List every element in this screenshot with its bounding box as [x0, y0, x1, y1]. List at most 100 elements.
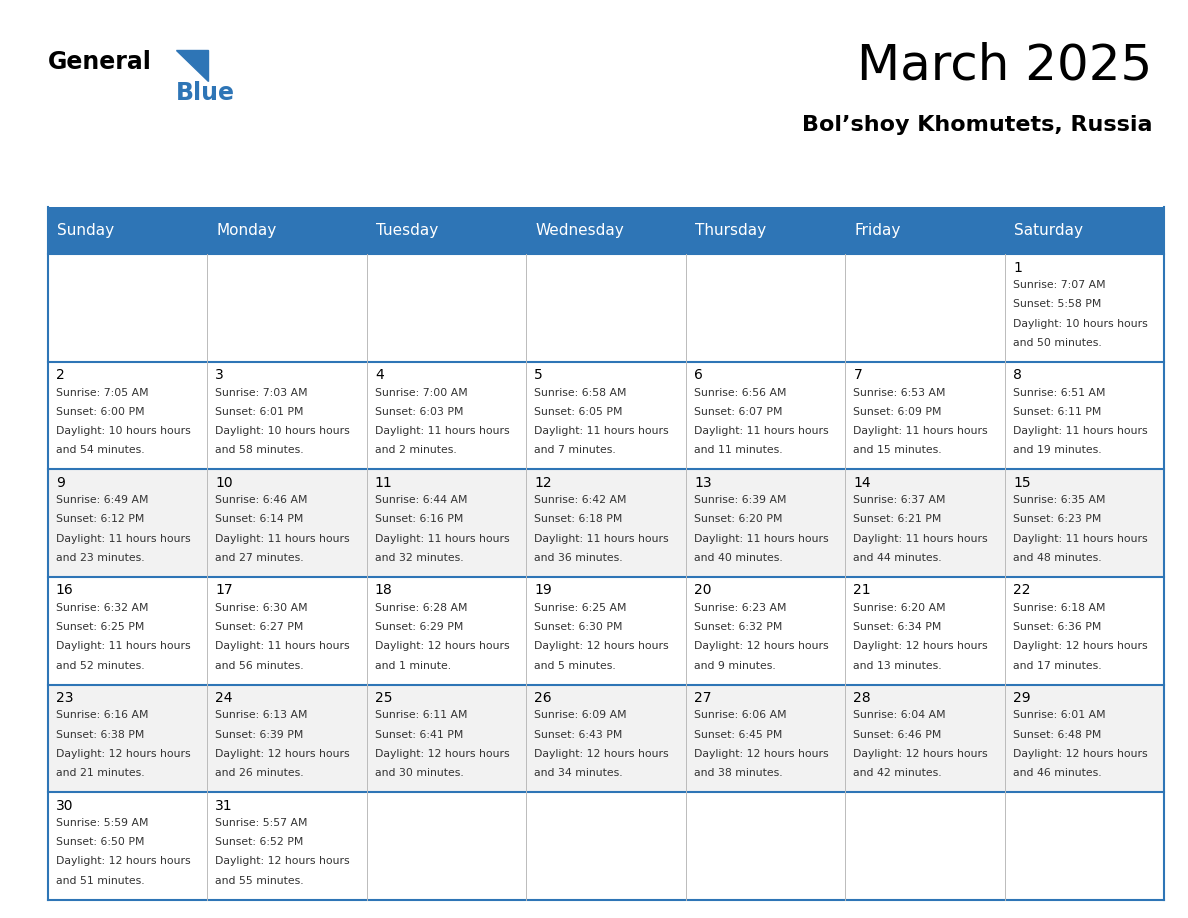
Text: and 2 minutes.: and 2 minutes.: [375, 445, 456, 455]
Text: Sunrise: 6:25 AM: Sunrise: 6:25 AM: [535, 602, 627, 612]
Text: Sunrise: 6:23 AM: Sunrise: 6:23 AM: [694, 602, 786, 612]
Text: 12: 12: [535, 476, 552, 490]
Text: Sunset: 6:43 PM: Sunset: 6:43 PM: [535, 730, 623, 740]
Text: and 9 minutes.: and 9 minutes.: [694, 661, 776, 670]
Text: and 34 minutes.: and 34 minutes.: [535, 768, 623, 778]
Text: Daylight: 11 hours hours: Daylight: 11 hours hours: [215, 641, 350, 651]
Text: 17: 17: [215, 584, 233, 598]
Text: Daylight: 12 hours hours: Daylight: 12 hours hours: [56, 856, 190, 867]
Text: Sunrise: 7:07 AM: Sunrise: 7:07 AM: [1013, 280, 1106, 290]
Text: and 56 minutes.: and 56 minutes.: [215, 661, 304, 670]
Text: Sunrise: 6:49 AM: Sunrise: 6:49 AM: [56, 495, 148, 505]
Text: Daylight: 11 hours hours: Daylight: 11 hours hours: [853, 426, 988, 436]
Text: 8: 8: [1013, 368, 1022, 382]
Bar: [48, 469, 1164, 577]
Text: Sunset: 6:25 PM: Sunset: 6:25 PM: [56, 622, 144, 632]
Text: 22: 22: [1013, 584, 1030, 598]
Text: Daylight: 12 hours hours: Daylight: 12 hours hours: [853, 749, 988, 759]
Text: Sunset: 6:45 PM: Sunset: 6:45 PM: [694, 730, 783, 740]
Text: Sunset: 6:46 PM: Sunset: 6:46 PM: [853, 730, 942, 740]
Text: 5: 5: [535, 368, 543, 382]
Text: Daylight: 11 hours hours: Daylight: 11 hours hours: [694, 533, 828, 543]
Text: 28: 28: [853, 691, 871, 705]
Text: 29: 29: [1013, 691, 1031, 705]
Text: Daylight: 11 hours hours: Daylight: 11 hours hours: [375, 533, 510, 543]
Text: Sunrise: 6:20 AM: Sunrise: 6:20 AM: [853, 602, 946, 612]
Text: Daylight: 11 hours hours: Daylight: 11 hours hours: [1013, 533, 1148, 543]
Text: and 19 minutes.: and 19 minutes.: [1013, 445, 1101, 455]
Text: Sunset: 6:01 PM: Sunset: 6:01 PM: [215, 407, 304, 417]
Text: 7: 7: [853, 368, 862, 382]
Text: Sunset: 6:05 PM: Sunset: 6:05 PM: [535, 407, 623, 417]
Text: Sunset: 6:30 PM: Sunset: 6:30 PM: [535, 622, 623, 632]
Text: 23: 23: [56, 691, 74, 705]
Text: Daylight: 12 hours hours: Daylight: 12 hours hours: [535, 749, 669, 759]
Text: Sunrise: 6:37 AM: Sunrise: 6:37 AM: [853, 495, 946, 505]
Text: Sunset: 6:27 PM: Sunset: 6:27 PM: [215, 622, 304, 632]
Text: 21: 21: [853, 584, 871, 598]
Text: Sunset: 6:11 PM: Sunset: 6:11 PM: [1013, 407, 1101, 417]
Text: Sunrise: 6:04 AM: Sunrise: 6:04 AM: [853, 711, 946, 721]
Text: Sunrise: 6:32 AM: Sunrise: 6:32 AM: [56, 602, 148, 612]
Bar: [48, 254, 1164, 362]
Text: Sunrise: 6:42 AM: Sunrise: 6:42 AM: [535, 495, 627, 505]
Text: Sunrise: 6:09 AM: Sunrise: 6:09 AM: [535, 711, 627, 721]
Text: Sunrise: 6:01 AM: Sunrise: 6:01 AM: [1013, 711, 1106, 721]
Text: and 44 minutes.: and 44 minutes.: [853, 553, 942, 563]
Text: Daylight: 11 hours hours: Daylight: 11 hours hours: [535, 533, 669, 543]
Text: 15: 15: [1013, 476, 1031, 490]
Text: Wednesday: Wednesday: [536, 223, 625, 238]
Text: Sunrise: 6:58 AM: Sunrise: 6:58 AM: [535, 387, 627, 397]
Text: and 54 minutes.: and 54 minutes.: [56, 445, 145, 455]
Text: Daylight: 11 hours hours: Daylight: 11 hours hours: [853, 533, 988, 543]
Text: and 21 minutes.: and 21 minutes.: [56, 768, 145, 778]
Text: Daylight: 12 hours hours: Daylight: 12 hours hours: [215, 856, 350, 867]
Text: and 23 minutes.: and 23 minutes.: [56, 553, 145, 563]
Text: 20: 20: [694, 584, 712, 598]
Text: Sunrise: 6:18 AM: Sunrise: 6:18 AM: [1013, 602, 1106, 612]
Text: Sunset: 6:32 PM: Sunset: 6:32 PM: [694, 622, 783, 632]
Text: Saturday: Saturday: [1015, 223, 1083, 238]
Text: 2: 2: [56, 368, 64, 382]
Text: Sunrise: 6:39 AM: Sunrise: 6:39 AM: [694, 495, 786, 505]
Text: Sunrise: 6:30 AM: Sunrise: 6:30 AM: [215, 602, 308, 612]
Text: Sunset: 6:18 PM: Sunset: 6:18 PM: [535, 514, 623, 524]
Text: and 46 minutes.: and 46 minutes.: [1013, 768, 1101, 778]
Bar: [48, 207, 1164, 254]
Text: and 5 minutes.: and 5 minutes.: [535, 661, 617, 670]
Text: and 58 minutes.: and 58 minutes.: [215, 445, 304, 455]
Text: Daylight: 11 hours hours: Daylight: 11 hours hours: [215, 533, 350, 543]
Text: Sunset: 6:23 PM: Sunset: 6:23 PM: [1013, 514, 1101, 524]
Text: 30: 30: [56, 799, 74, 812]
Text: Sunrise: 6:06 AM: Sunrise: 6:06 AM: [694, 711, 786, 721]
Text: and 32 minutes.: and 32 minutes.: [375, 553, 463, 563]
Text: 6: 6: [694, 368, 703, 382]
Text: and 30 minutes.: and 30 minutes.: [375, 768, 463, 778]
Text: 24: 24: [215, 691, 233, 705]
Text: Sunrise: 6:11 AM: Sunrise: 6:11 AM: [375, 711, 467, 721]
Text: and 17 minutes.: and 17 minutes.: [1013, 661, 1101, 670]
Text: Daylight: 11 hours hours: Daylight: 11 hours hours: [56, 641, 190, 651]
Text: Sunset: 5:58 PM: Sunset: 5:58 PM: [1013, 299, 1101, 309]
Text: Sunrise: 5:59 AM: Sunrise: 5:59 AM: [56, 818, 148, 828]
Text: 3: 3: [215, 368, 225, 382]
Text: Sunday: Sunday: [57, 223, 114, 238]
Text: and 7 minutes.: and 7 minutes.: [535, 445, 617, 455]
Text: Daylight: 11 hours hours: Daylight: 11 hours hours: [694, 426, 828, 436]
Text: Sunset: 6:07 PM: Sunset: 6:07 PM: [694, 407, 783, 417]
Text: Friday: Friday: [854, 223, 901, 238]
Text: Daylight: 12 hours hours: Daylight: 12 hours hours: [1013, 641, 1148, 651]
Text: Sunset: 6:34 PM: Sunset: 6:34 PM: [853, 622, 942, 632]
Text: Sunset: 6:21 PM: Sunset: 6:21 PM: [853, 514, 942, 524]
Text: Sunset: 6:03 PM: Sunset: 6:03 PM: [375, 407, 463, 417]
Text: 14: 14: [853, 476, 871, 490]
Text: 10: 10: [215, 476, 233, 490]
Text: Daylight: 12 hours hours: Daylight: 12 hours hours: [853, 641, 988, 651]
Polygon shape: [176, 50, 208, 81]
Text: 18: 18: [375, 584, 393, 598]
Text: General: General: [48, 50, 151, 74]
Text: and 1 minute.: and 1 minute.: [375, 661, 451, 670]
Text: Daylight: 12 hours hours: Daylight: 12 hours hours: [535, 641, 669, 651]
Text: Daylight: 11 hours hours: Daylight: 11 hours hours: [56, 533, 190, 543]
Text: Sunset: 6:20 PM: Sunset: 6:20 PM: [694, 514, 783, 524]
